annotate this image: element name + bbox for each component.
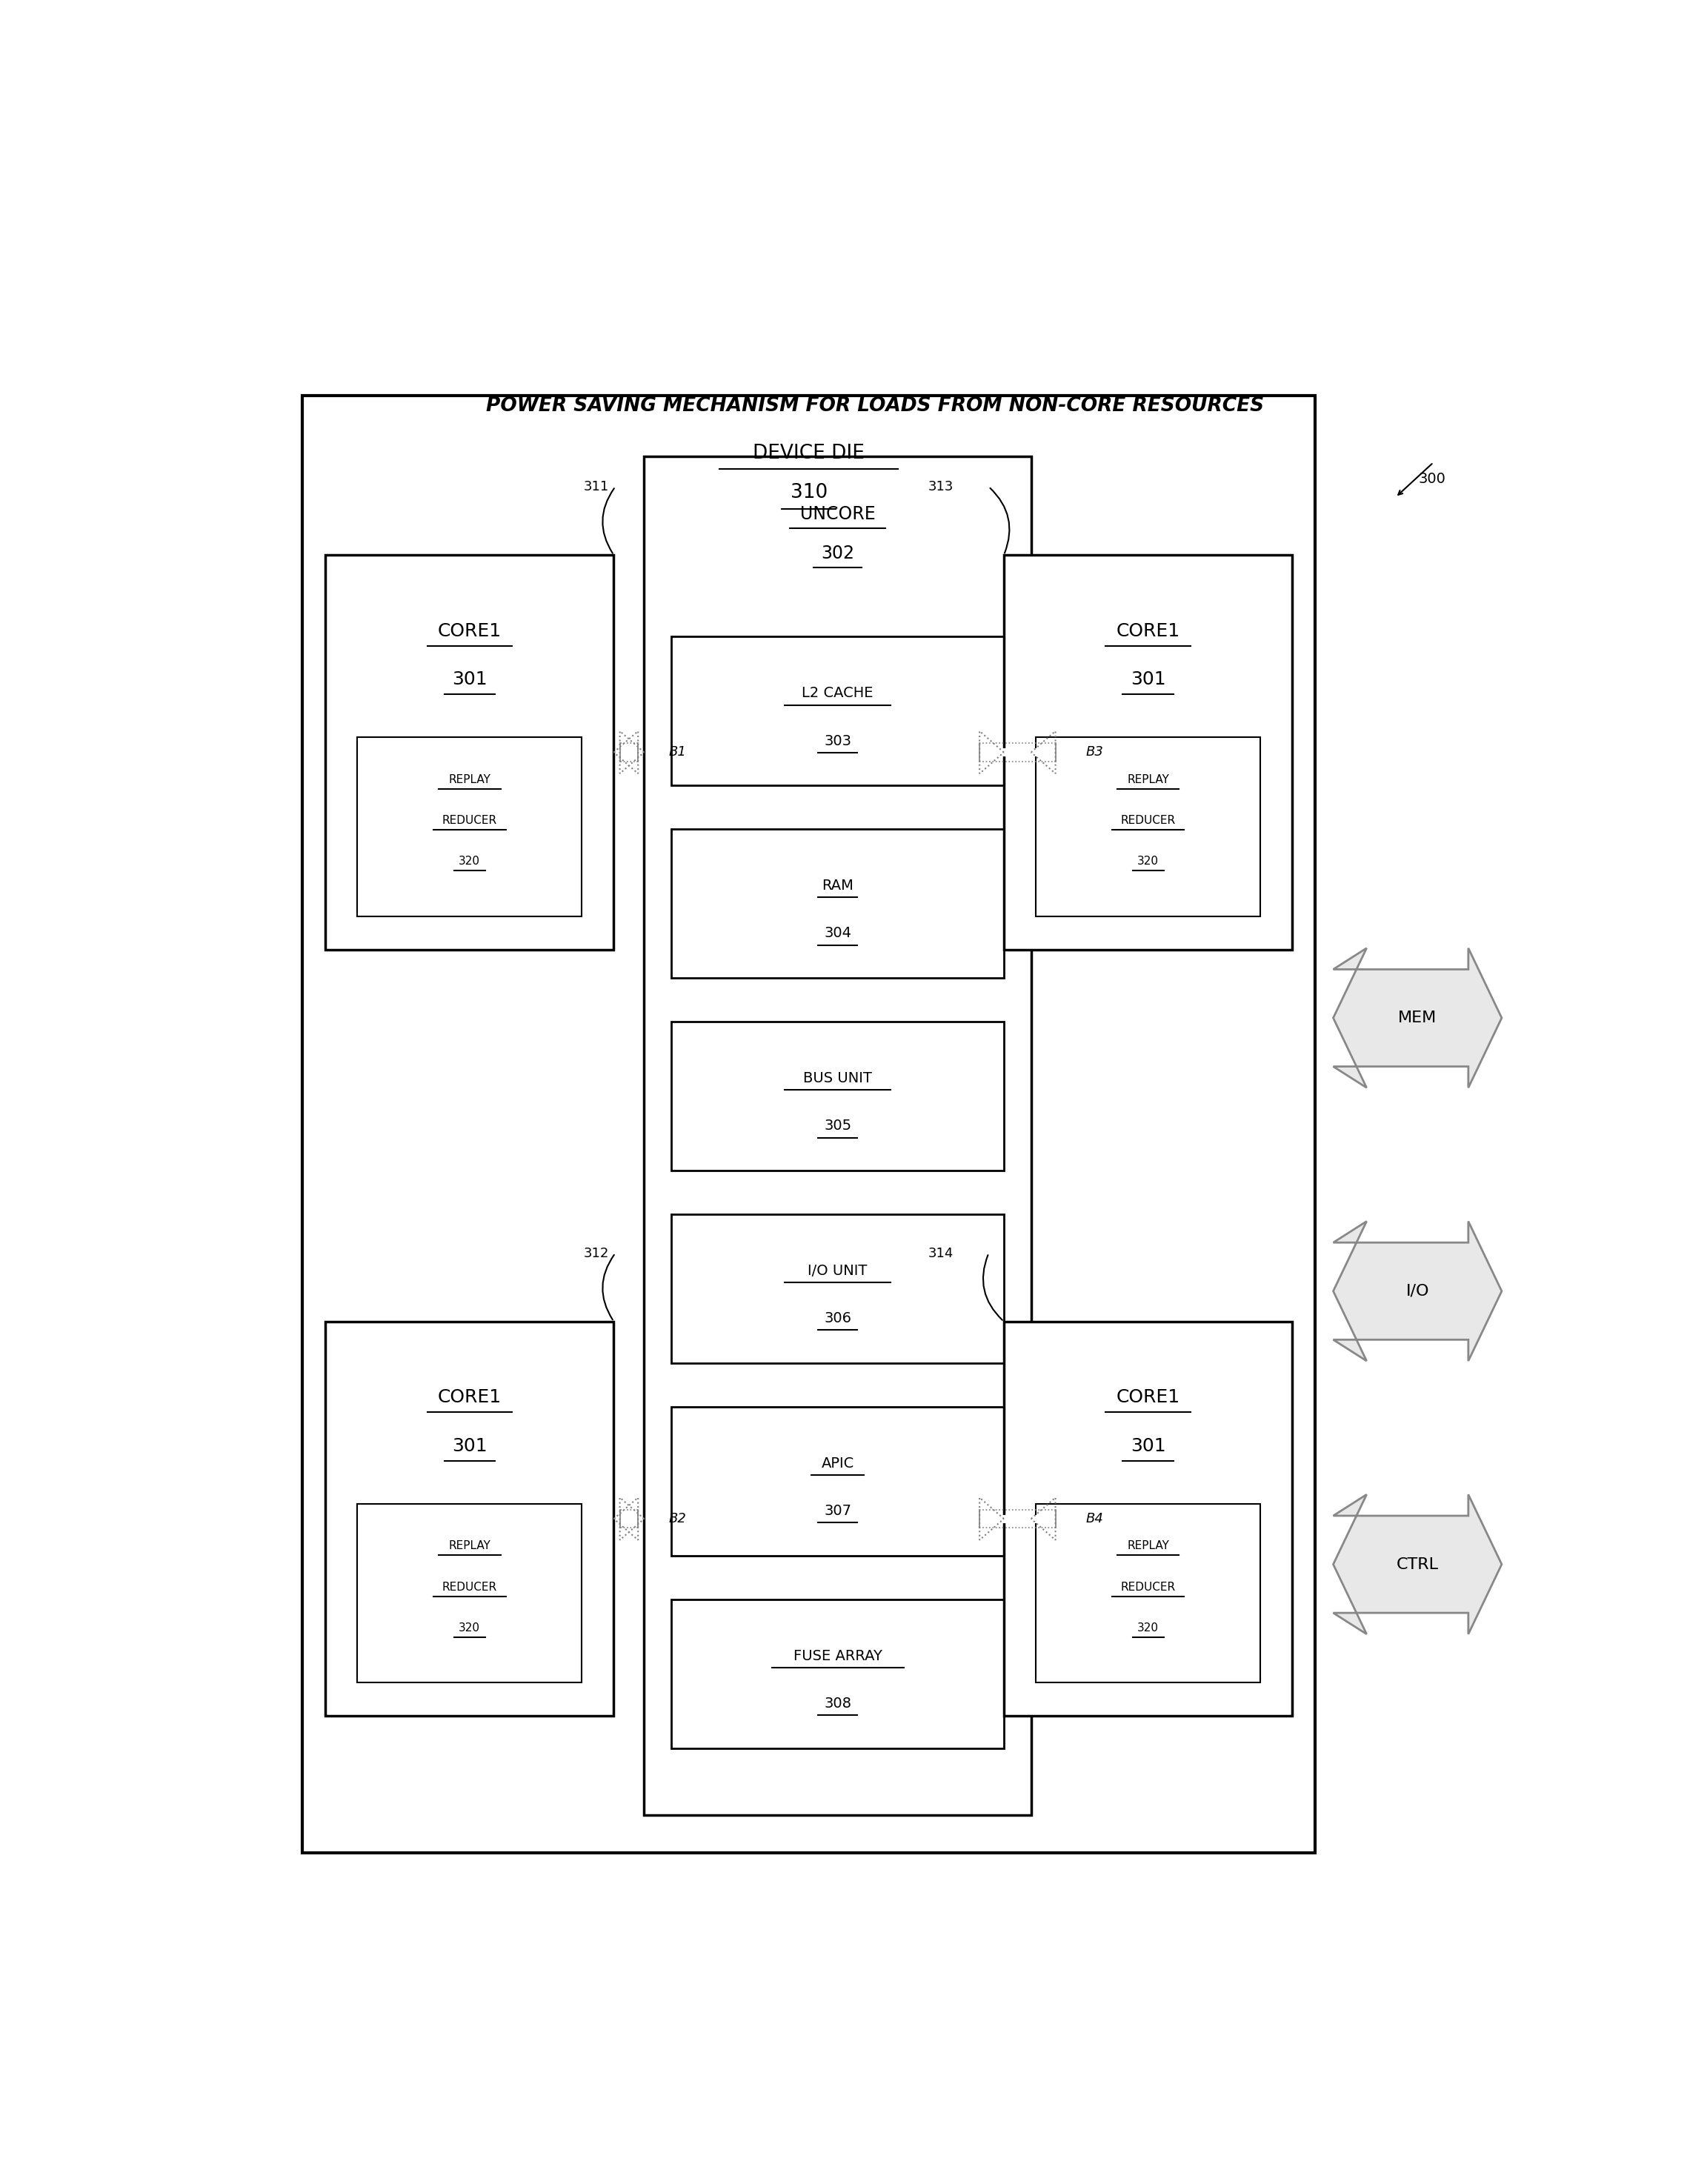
Bar [357, 1503, 582, 1682]
Text: REPLAY: REPLAY [1127, 773, 1169, 786]
Text: CORE1: CORE1 [437, 622, 502, 640]
Bar [671, 638, 1004, 786]
Bar [1004, 555, 1292, 950]
Bar [671, 1022, 1004, 1171]
Text: 301: 301 [452, 1437, 486, 1455]
Text: B4: B4 [1086, 1511, 1103, 1524]
Text: BUS UNIT: BUS UNIT [804, 1072, 872, 1085]
Text: L2 CACHE: L2 CACHE [802, 686, 874, 701]
Text: CORE1: CORE1 [1116, 1389, 1180, 1406]
Text: MEM: MEM [1398, 1011, 1437, 1024]
Text: REPLAY: REPLAY [449, 773, 490, 786]
Text: 301: 301 [1130, 670, 1166, 688]
Text: B2: B2 [669, 1511, 686, 1524]
Text: 312: 312 [584, 1247, 609, 1260]
Text: 304: 304 [824, 926, 852, 941]
Text: 301: 301 [452, 670, 486, 688]
Text: REDUCER: REDUCER [442, 1581, 497, 1592]
Bar [671, 830, 1004, 978]
Text: I/O UNIT: I/O UNIT [807, 1265, 867, 1278]
Text: 310: 310 [790, 483, 828, 502]
Text: CORE1: CORE1 [1116, 622, 1180, 640]
Bar [671, 1406, 1004, 1555]
Text: UNCORE: UNCORE [801, 505, 876, 522]
Bar [326, 1321, 615, 1717]
Text: 300: 300 [1419, 472, 1446, 487]
Text: 305: 305 [824, 1118, 852, 1133]
Text: 311: 311 [584, 480, 609, 494]
Bar [326, 555, 615, 950]
Text: B3: B3 [1086, 745, 1103, 760]
Text: 320: 320 [459, 1623, 480, 1634]
Text: 313: 313 [929, 480, 954, 494]
Text: POWER SAVING MECHANISM FOR LOADS FROM NON-CORE RESOURCES: POWER SAVING MECHANISM FOR LOADS FROM NO… [486, 397, 1263, 415]
Polygon shape [1333, 1494, 1502, 1634]
Text: DEVICE DIE: DEVICE DIE [753, 443, 865, 463]
Text: 302: 302 [821, 544, 854, 563]
Text: CTRL: CTRL [1396, 1557, 1439, 1572]
Polygon shape [1333, 1221, 1502, 1361]
Bar [357, 738, 582, 917]
Text: RAM: RAM [821, 878, 854, 893]
Bar [1036, 1503, 1260, 1682]
Text: 314: 314 [929, 1247, 954, 1260]
Text: B1: B1 [669, 745, 686, 760]
Bar [302, 395, 1314, 1852]
Text: APIC: APIC [821, 1457, 854, 1470]
Text: REDUCER: REDUCER [442, 815, 497, 826]
Bar [644, 456, 1031, 1815]
Text: REDUCER: REDUCER [1120, 815, 1176, 826]
Text: 320: 320 [459, 856, 480, 867]
Text: CORE1: CORE1 [437, 1389, 502, 1406]
Text: REDUCER: REDUCER [1120, 1581, 1176, 1592]
Text: 320: 320 [1137, 1623, 1159, 1634]
Text: FUSE ARRAY: FUSE ARRAY [794, 1649, 883, 1662]
Text: REPLAY: REPLAY [449, 1540, 490, 1551]
Polygon shape [1333, 948, 1502, 1088]
Text: 306: 306 [824, 1310, 852, 1326]
Bar [671, 1214, 1004, 1363]
Bar [671, 1599, 1004, 1747]
Text: 307: 307 [824, 1505, 852, 1518]
Text: 320: 320 [1137, 856, 1159, 867]
Text: 303: 303 [824, 734, 852, 747]
Text: 301: 301 [1130, 1437, 1166, 1455]
Bar [1036, 738, 1260, 917]
Bar [1004, 1321, 1292, 1717]
Text: 308: 308 [824, 1697, 852, 1710]
Text: I/O: I/O [1407, 1284, 1429, 1299]
Text: REPLAY: REPLAY [1127, 1540, 1169, 1551]
